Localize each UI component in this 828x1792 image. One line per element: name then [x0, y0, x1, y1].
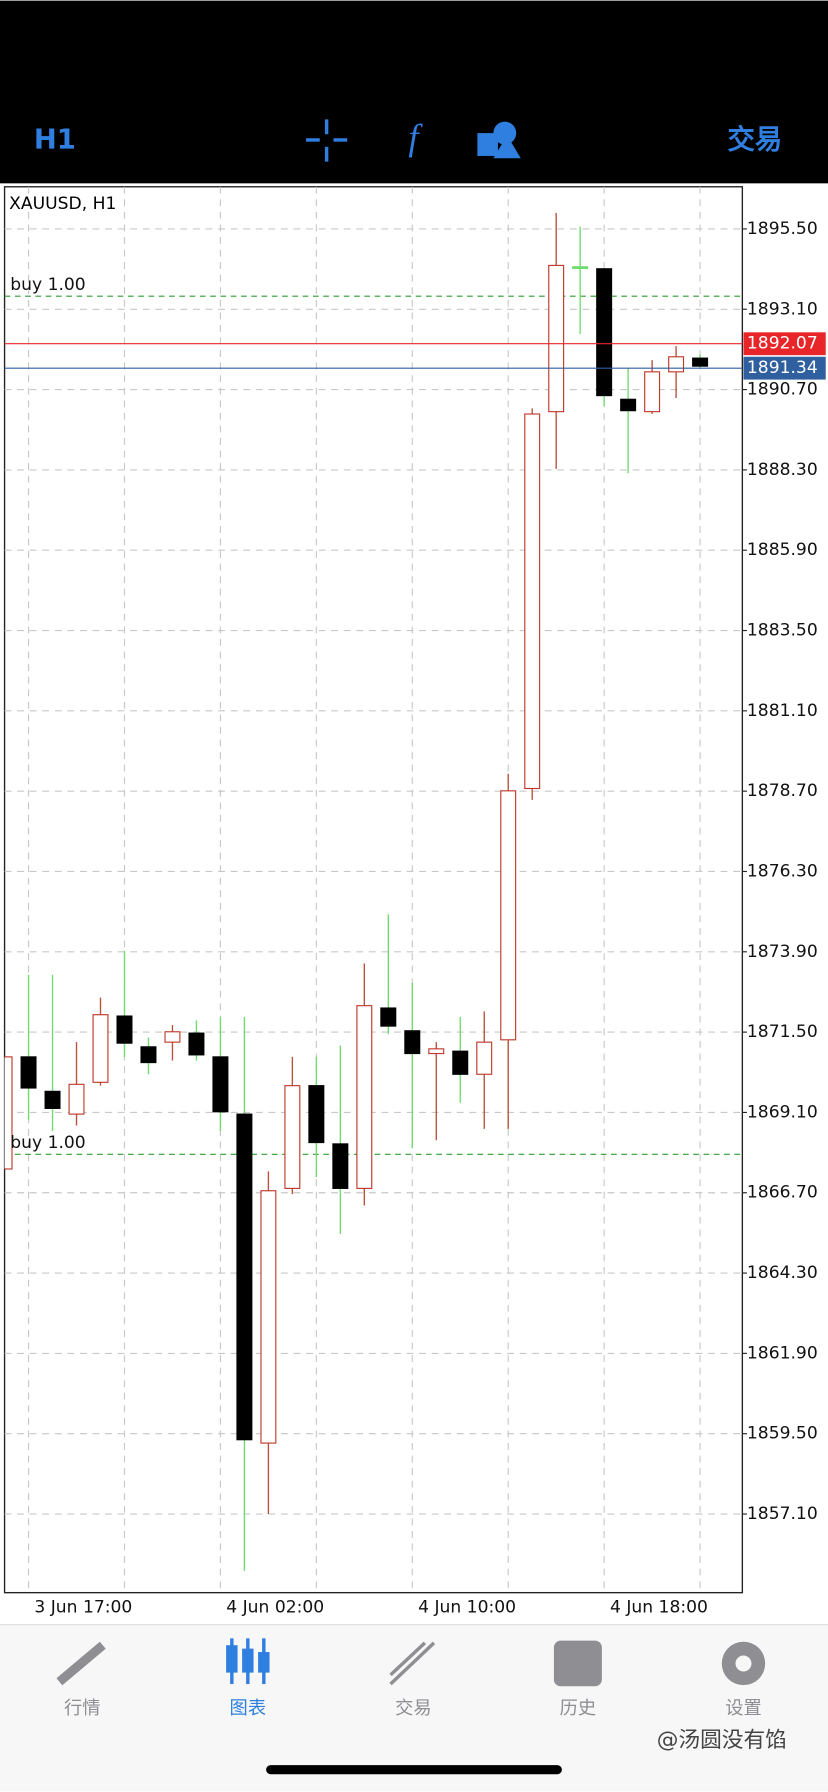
- icon-body: [242, 1648, 254, 1673]
- candle-body: [500, 790, 517, 1041]
- y-tick-label: 1876.30: [747, 861, 818, 881]
- tab-icon[interactable]: [721, 1641, 766, 1686]
- y-tick-label: 1883.50: [747, 621, 818, 641]
- y-tick-label: 1864.30: [747, 1263, 818, 1283]
- tab-icon[interactable]: [226, 1638, 270, 1685]
- y-tick-label: 1873.90: [747, 942, 818, 962]
- candle-body: [20, 1056, 37, 1089]
- tab-label[interactable]: 图表: [230, 1698, 267, 1719]
- crosshair-button[interactable]: [306, 119, 348, 162]
- tab-icon[interactable]: [389, 1641, 436, 1686]
- candle-body: [692, 357, 709, 367]
- y-tick-label: 1895.50: [747, 219, 818, 239]
- candle-body: [188, 1032, 205, 1056]
- chart: XAUUSD, H1 1857.10 1859.50 1861.90 1864.30 1…: [3, 186, 826, 1618]
- y-tick-label: 1869.10: [747, 1102, 818, 1122]
- y-tick-label: 1881.10: [747, 701, 818, 721]
- y-tick-label: 1893.10: [747, 299, 818, 319]
- candle-body: [284, 1085, 301, 1189]
- candle-body: [548, 264, 565, 413]
- price-label-box: [743, 332, 826, 356]
- tab-icon[interactable]: [56, 1641, 106, 1686]
- candle-body: [524, 413, 541, 790]
- candle-body: [380, 1007, 397, 1027]
- price-label-box: [743, 356, 826, 380]
- icon-line: [389, 1641, 436, 1686]
- home-indicator: [266, 1765, 562, 1775]
- candle-body: [116, 1015, 133, 1044]
- y-tick-label: 1878.70: [747, 781, 818, 801]
- y-tick-label: 1861.90: [747, 1343, 818, 1363]
- candle-body: [68, 1083, 85, 1115]
- chart-title: XAUUSD, H1: [9, 194, 116, 214]
- price-label: 1891.34: [747, 358, 818, 378]
- candle-body: [4, 1056, 13, 1170]
- y-tick-label: 1890.70: [747, 380, 818, 400]
- icon-tray: [553, 1640, 602, 1687]
- tab-label[interactable]: 交易: [395, 1698, 432, 1719]
- x-tick-label: 3 Jun 17:00: [34, 1598, 132, 1618]
- candle-body: [308, 1085, 325, 1144]
- icon-arrow: [56, 1641, 106, 1686]
- y-tick-label: 1866.70: [747, 1183, 818, 1203]
- candle-body: [452, 1050, 469, 1075]
- candle-body: [476, 1041, 493, 1075]
- tab-label[interactable]: 行情: [64, 1698, 101, 1719]
- y-tick-label: 1857.10: [747, 1504, 818, 1524]
- candle-body: [596, 268, 613, 397]
- candle-body: [44, 1090, 61, 1109]
- candle-body: [356, 1005, 373, 1189]
- candle-body: [236, 1113, 253, 1441]
- candle-body: [260, 1190, 277, 1444]
- price-label: 1892.07: [747, 334, 818, 354]
- tab-label[interactable]: 历史: [560, 1698, 597, 1719]
- toolbar: [0, 0, 828, 184]
- trade-button[interactable]: 交易: [728, 124, 783, 156]
- candle-body: [644, 371, 661, 413]
- tab-icon[interactable]: [553, 1640, 602, 1687]
- candle-body: [92, 1014, 109, 1083]
- candle-body: [428, 1048, 445, 1055]
- x-tick-label: 4 Jun 18:00: [610, 1598, 708, 1618]
- candle-body: [212, 1056, 229, 1113]
- icon-gear-hole: [735, 1655, 752, 1672]
- objects-button[interactable]: [477, 121, 521, 159]
- y-tick-label: 1859.50: [747, 1424, 818, 1444]
- candle-body: [620, 398, 637, 412]
- timeframe-button[interactable]: H1: [34, 125, 76, 156]
- y-tick-label: 1885.90: [747, 540, 818, 560]
- candle-body: [164, 1031, 181, 1043]
- x-tick-label: 4 Jun 02:00: [226, 1598, 324, 1618]
- candle-body: [332, 1143, 349, 1189]
- candle-body: [668, 356, 685, 373]
- y-tick-label: 1871.50: [747, 1022, 818, 1042]
- y-tick-label: 1888.30: [747, 460, 818, 480]
- tab-label[interactable]: 设置: [725, 1698, 762, 1719]
- icon-body: [258, 1652, 270, 1673]
- icon-line: [389, 1641, 427, 1677]
- candle-body: [140, 1046, 157, 1064]
- order-label: buy 1.00: [10, 275, 85, 295]
- candle-body: [404, 1030, 421, 1055]
- plot-frame: [3, 186, 744, 1594]
- x-tick-label: 4 Jun 10:00: [418, 1598, 516, 1618]
- candle-body: [572, 266, 589, 270]
- icon-body: [226, 1645, 238, 1673]
- order-label: buy 1.00: [10, 1133, 85, 1153]
- watermark: @汤圆没有馅: [657, 1728, 787, 1753]
